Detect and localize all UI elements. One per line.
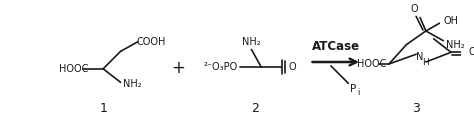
Text: 2: 2 — [251, 102, 259, 115]
Text: ATCase: ATCase — [312, 40, 360, 53]
Text: O: O — [288, 62, 296, 72]
Text: 3: 3 — [412, 102, 420, 115]
Text: ²⁻O₃PO: ²⁻O₃PO — [203, 62, 237, 72]
Text: NH₂: NH₂ — [446, 40, 464, 50]
Text: OH: OH — [444, 16, 458, 26]
Text: NH₂: NH₂ — [242, 37, 261, 47]
Text: 1: 1 — [99, 102, 107, 115]
Text: i: i — [357, 88, 359, 97]
Text: O: O — [410, 4, 418, 14]
Text: +: + — [171, 59, 185, 77]
Text: H: H — [422, 59, 429, 67]
Text: HOOC: HOOC — [59, 64, 89, 74]
Text: COOH: COOH — [137, 37, 166, 47]
Text: HOOC: HOOC — [357, 59, 386, 69]
Text: O: O — [469, 47, 474, 57]
Text: NH₂: NH₂ — [123, 79, 142, 89]
Text: N: N — [416, 52, 424, 62]
Text: P: P — [350, 84, 356, 94]
